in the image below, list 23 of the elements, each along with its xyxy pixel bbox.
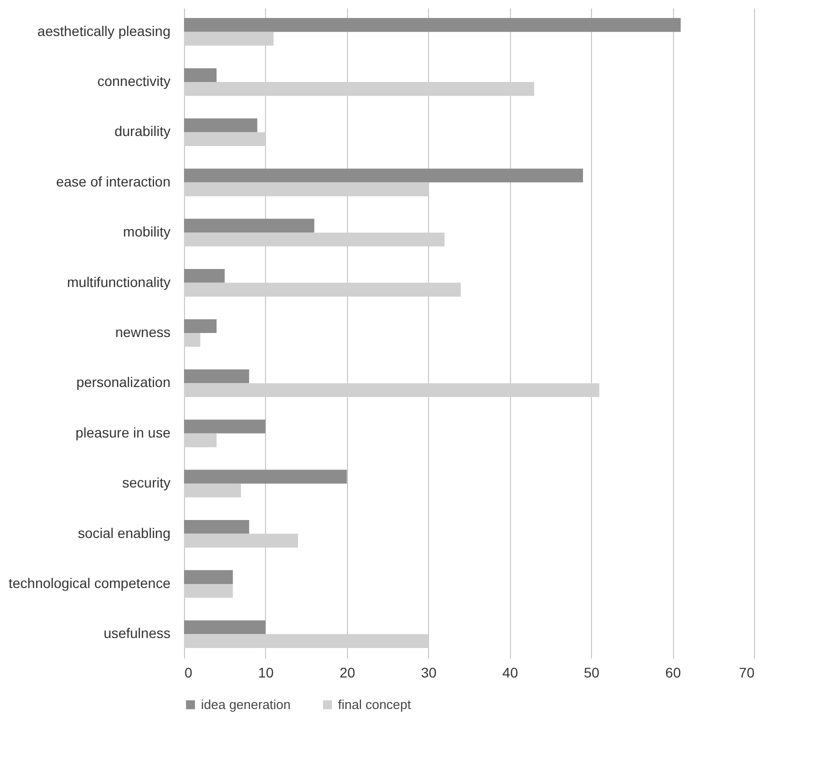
- x-tick-label: 40: [502, 664, 518, 680]
- x-tick-label: 30: [420, 664, 437, 680]
- y-tick-label: newness: [115, 324, 170, 340]
- y-tick-label: aesthetically pleasing: [37, 22, 170, 39]
- y-tick-label: personalization: [76, 374, 170, 390]
- y-tick-label: connectivity: [97, 73, 170, 90]
- y-tick-label: security: [122, 474, 170, 491]
- y-tick-label: ease of interaction: [56, 173, 170, 190]
- x-tick-label: 20: [340, 664, 356, 680]
- x-tick-label: 10: [258, 664, 274, 680]
- y-tick-label: mobility: [123, 224, 170, 240]
- y-tick-label: durability: [114, 123, 170, 140]
- y-tick-label: technological competence: [8, 574, 171, 591]
- x-tick-label: 0: [184, 664, 192, 680]
- legend-label: idea generation: [201, 696, 291, 712]
- y-tick-label: multifunctionality: [67, 274, 170, 290]
- y-tick-label: pleasure in use: [76, 424, 171, 440]
- y-tick-label: usefulness: [104, 625, 170, 642]
- x-tick-label: 70: [738, 664, 755, 680]
- x-tick-label: 50: [584, 664, 600, 680]
- legend-label: final concept: [338, 696, 412, 712]
- x-tick-label: 60: [665, 664, 682, 680]
- y-tick-label: social enabling: [78, 524, 170, 541]
